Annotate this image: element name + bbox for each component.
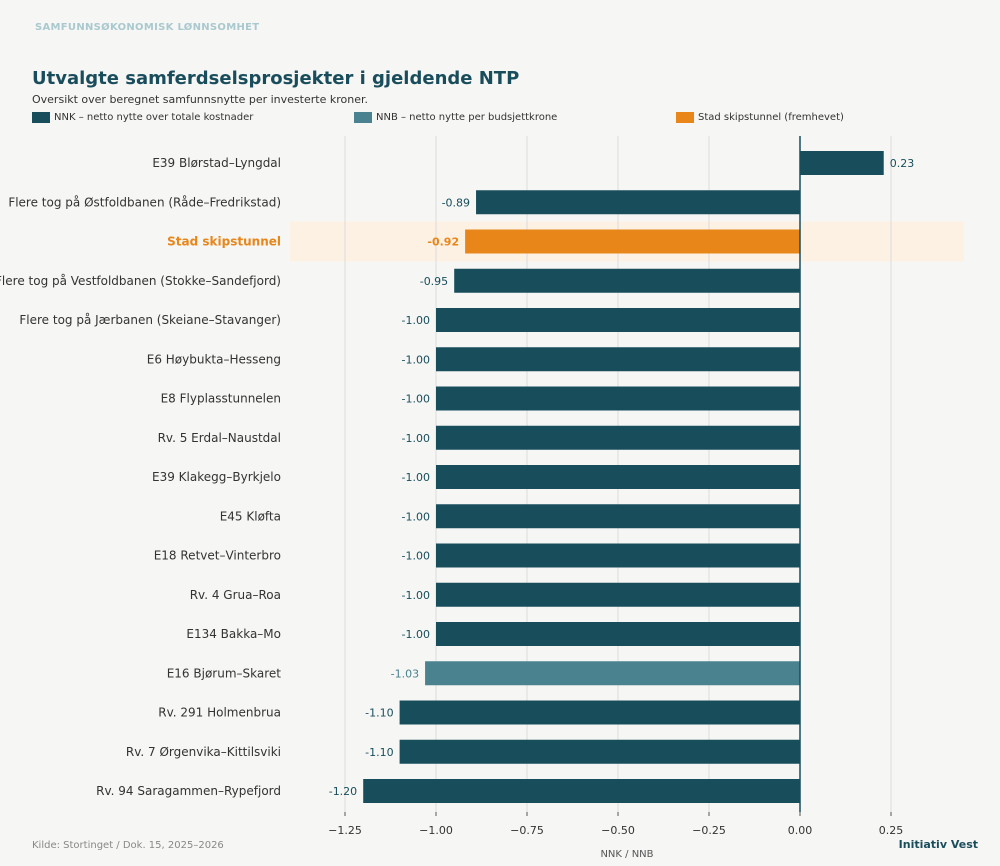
category-label: Flere tog på Jærbanen (Skeiane–Stavanger… <box>19 313 281 327</box>
category-label: E6 Høybukta–Hesseng <box>147 352 281 366</box>
x-tick-label: −0.75 <box>510 824 544 837</box>
bar <box>436 622 800 646</box>
value-label: -1.00 <box>402 550 430 563</box>
bar <box>363 779 800 803</box>
value-label: -1.00 <box>402 628 430 641</box>
bar <box>454 268 800 293</box>
source-note: Kilde: Stortinget / Dok. 15, 2025–2026 <box>32 840 224 851</box>
value-label: -1.00 <box>402 432 430 445</box>
x-tick-label: −1.25 <box>328 824 362 837</box>
legend-item-highlight: Stad skipstunnel (fremhevet) <box>676 110 844 124</box>
value-label: -1.00 <box>402 353 430 366</box>
bar <box>399 739 800 764</box>
chart-title: Utvalgte samferdselsprosjekter i gjelden… <box>32 68 520 89</box>
value-label: -0.95 <box>420 275 448 288</box>
brand-logo-text: Initiativ Vest <box>898 838 978 851</box>
chart-subtitle: Oversikt over beregnet samfunnsnytte per… <box>32 93 368 106</box>
value-label: -0.92 <box>427 236 459 249</box>
legend-swatch-nnb <box>354 111 372 123</box>
category-label: Rv. 7 Ørgenvika–Kittilsviki <box>126 745 281 759</box>
category-label: E39 Klakegg–Byrkjelo <box>152 470 281 484</box>
category-label: E18 Retvet–Vinterbro <box>154 549 281 563</box>
category-label: Flere tog på Vestfoldbanen (Stokke–Sande… <box>0 274 281 288</box>
bar <box>436 347 800 372</box>
category-label: E8 Flyplasstunnelen <box>161 392 281 406</box>
legend-label-nnk: NNK – netto nytte over totale kostnader <box>54 111 254 123</box>
category-label: Rv. 291 Holmenbrua <box>158 706 281 720</box>
x-tick-label: 0.25 <box>879 824 904 837</box>
legend-label-highlight: Stad skipstunnel (fremhevet) <box>698 111 844 123</box>
legend-label-nnb: NNB – netto nytte per budsjettkrone <box>376 111 558 123</box>
category-label: Rv. 94 Saragammen–Rypefjord <box>96 784 281 798</box>
legend-swatch-nnk <box>32 111 50 123</box>
value-label: 0.23 <box>890 157 915 170</box>
category-label: E134 Bakka–Mo <box>186 627 281 641</box>
bar <box>800 151 884 175</box>
value-label: -1.00 <box>402 393 430 406</box>
value-label: -1.00 <box>402 510 430 523</box>
bar <box>436 425 800 450</box>
x-tick-label: −0.25 <box>692 824 726 837</box>
category-label: E16 Bjørum–Skaret <box>167 666 282 680</box>
kicker-label: SAMFUNNSØKONOMISK LØNNSOMHET <box>35 22 260 33</box>
category-label: Stad skipstunnel <box>167 235 281 249</box>
category-label: E39 Blørstad–Lyngdal <box>152 156 281 170</box>
x-tick-label: −1.00 <box>419 824 453 837</box>
category-label: E45 Kløfta <box>220 509 281 523</box>
x-tick-label: −0.50 <box>601 824 635 837</box>
value-label: -1.20 <box>329 785 357 798</box>
category-label: Rv. 4 Grua–Roa <box>190 588 281 602</box>
bar <box>436 386 800 411</box>
value-label: -1.10 <box>365 707 393 720</box>
category-label: Flere tog på Østfoldbanen (Råde–Fredriks… <box>8 195 281 209</box>
bar <box>436 308 800 332</box>
value-label: -1.00 <box>402 314 430 327</box>
category-label: Rv. 5 Erdal–Naustdal <box>158 431 281 445</box>
value-label: -1.00 <box>402 471 430 484</box>
x-tick-label: 0.00 <box>788 824 813 837</box>
bar <box>436 465 800 489</box>
value-label: -0.89 <box>442 196 470 209</box>
bar <box>476 190 800 215</box>
bar <box>425 661 800 686</box>
legend-item-nnk: NNK – netto nytte over totale kostnader <box>32 110 253 124</box>
x-axis-label: NNK / NNB <box>600 849 653 860</box>
bar <box>399 700 800 725</box>
value-label: -1.10 <box>365 746 393 759</box>
value-label: -1.00 <box>402 589 430 602</box>
value-label: -1.03 <box>391 667 419 680</box>
legend-swatch-highlight <box>676 111 694 123</box>
bar <box>465 229 800 254</box>
bar <box>436 504 800 529</box>
bar <box>436 543 800 568</box>
legend-item-nnb: NNB – netto nytte per budsjettkrone <box>354 110 557 124</box>
bar <box>436 582 800 607</box>
